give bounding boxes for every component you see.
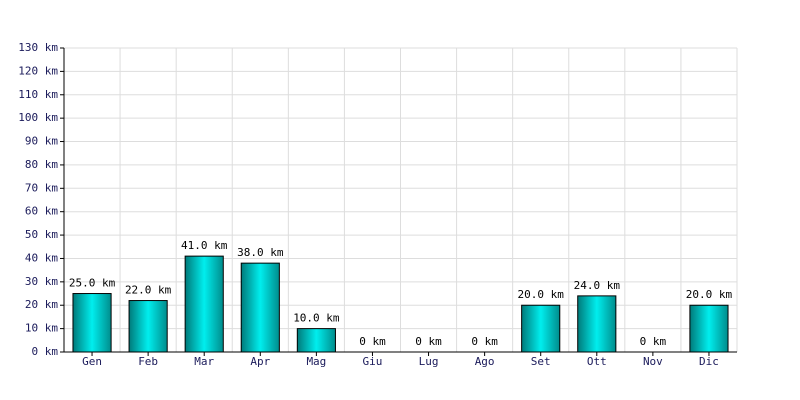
bar <box>521 304 561 353</box>
y-tick-label: 80 km <box>25 158 58 171</box>
y-tick-label: 50 km <box>25 228 58 241</box>
x-tick-label: Apr <box>250 355 270 368</box>
x-tick-label: Lug <box>419 355 439 368</box>
value-label: 10.0 km <box>293 312 340 325</box>
y-tick-label: 30 km <box>25 275 58 288</box>
y-tick-label: 0 km <box>32 345 59 358</box>
x-tick-label: Gen <box>82 355 102 368</box>
y-tick-label: 130 km <box>18 41 58 54</box>
value-label: 38.0 km <box>237 246 284 259</box>
value-label: 22.0 km <box>125 284 172 297</box>
x-tick-label: Giu <box>363 355 383 368</box>
x-tick-label: Mag <box>306 355 326 368</box>
y-tick-label: 110 km <box>18 88 58 101</box>
value-label: 0 km <box>471 335 498 348</box>
x-tick-label: Set <box>531 355 551 368</box>
bar <box>128 300 168 353</box>
x-tick-label: Dic <box>699 355 719 368</box>
y-tick-label: 40 km <box>25 251 58 264</box>
value-label: 0 km <box>415 335 442 348</box>
bar <box>184 255 224 353</box>
bar <box>689 304 729 353</box>
y-tick-label: 60 km <box>25 205 58 218</box>
value-label: 20.0 km <box>518 288 565 301</box>
x-tick-label: Mar <box>194 355 214 368</box>
x-tick-label: Ago <box>475 355 495 368</box>
value-label: 24.0 km <box>574 279 621 292</box>
x-tick-label: Ott <box>587 355 607 368</box>
value-label: 0 km <box>640 335 667 348</box>
bar <box>296 328 336 353</box>
value-label: 41.0 km <box>181 239 228 252</box>
value-label: 25.0 km <box>69 277 116 290</box>
y-tick-label: 90 km <box>25 135 58 148</box>
bar <box>577 295 617 353</box>
y-tick-label: 20 km <box>25 298 58 311</box>
value-label: 20.0 km <box>686 288 733 301</box>
y-tick-label: 100 km <box>18 111 58 124</box>
x-tick-label: Nov <box>643 355 663 368</box>
value-label: 0 km <box>359 335 386 348</box>
y-tick-label: 10 km <box>25 322 58 335</box>
bar <box>240 262 280 353</box>
bar <box>72 293 112 353</box>
y-tick-label: 70 km <box>25 181 58 194</box>
x-tick-label: Feb <box>138 355 158 368</box>
y-tick-label: 120 km <box>18 64 58 77</box>
